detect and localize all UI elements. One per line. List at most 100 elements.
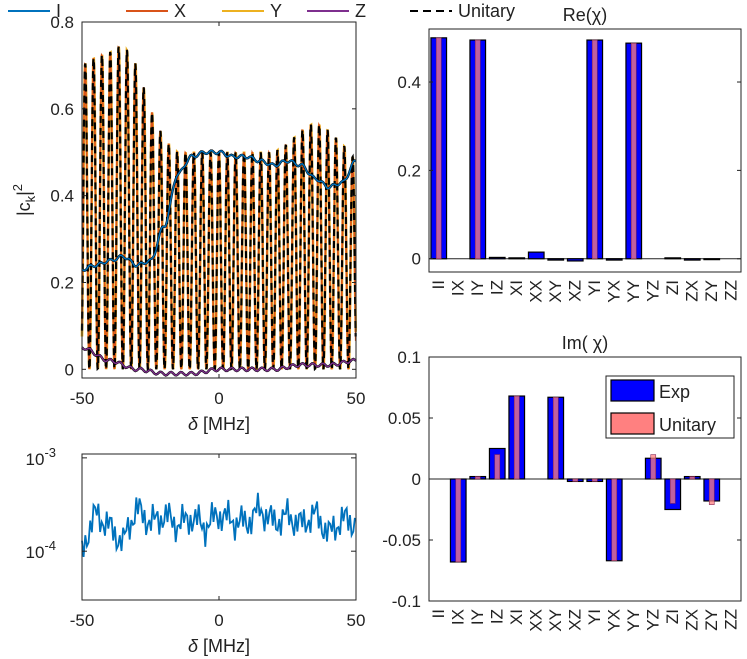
bar-exp xyxy=(508,257,526,260)
category-label: XY xyxy=(546,609,565,632)
category-label: YY xyxy=(624,280,643,303)
y-tick-label: -0.1 xyxy=(392,592,421,611)
y-tick-label: 0.1 xyxy=(397,348,421,367)
y-tick-label: 0.4 xyxy=(397,73,421,92)
y-tick-label: 10-3 xyxy=(26,445,56,469)
category-label: ZZ xyxy=(721,609,740,630)
bar-unitary xyxy=(591,478,598,482)
x-tick-label: 50 xyxy=(347,389,366,408)
x-axis-label: δ [MHz] xyxy=(188,636,250,656)
category-label: II xyxy=(429,609,448,618)
x-tick-label: 0 xyxy=(214,611,223,630)
category-label: XI xyxy=(507,280,526,296)
category-label: YZ xyxy=(643,280,662,302)
category-label: ZI xyxy=(663,280,682,295)
bar-exp xyxy=(703,258,721,261)
y-tick-label: 0.05 xyxy=(388,409,421,428)
category-label: ZY xyxy=(702,609,721,631)
category-label: ZI xyxy=(663,609,682,624)
y-tick-exp: -4 xyxy=(44,538,56,553)
im-chi-legend: Exp Unitary xyxy=(605,375,735,439)
x-axis-label-symbol: δ xyxy=(188,636,199,656)
y-axis-label-sup: 2 xyxy=(10,184,25,191)
legend-label-exp: Exp xyxy=(659,382,690,402)
category-label: II xyxy=(429,280,448,289)
re-chi-panel-title: Re(χ) xyxy=(563,5,607,25)
bar-unitary xyxy=(474,39,481,260)
bar-unitary xyxy=(708,478,715,505)
im-chi-panel: II IX IY IZ XI XX XY XZ YI YX YY YZ ZI ZX ZY ZZ 0.1 0.05 0… xyxy=(382,333,742,632)
y-tick-label: 10-4 xyxy=(26,538,56,562)
y-tick-label: 0.6 xyxy=(50,100,74,119)
y-axis-label-bar: | xyxy=(14,191,34,196)
y-tick-label: 0.4 xyxy=(50,187,74,206)
bar-unitary xyxy=(650,454,657,480)
y-tick-label: 0.8 xyxy=(50,13,74,32)
category-label: ZX xyxy=(682,609,701,631)
category-label: XZ xyxy=(565,280,584,302)
residual-line xyxy=(81,492,356,557)
y-tick-label: 0 xyxy=(65,360,74,379)
y-tick-label: 0 xyxy=(412,470,421,489)
coeffs-panel: 0 0.2 0.4 0.6 0.8 -50 0 50 δ [MHz] |ck|2 xyxy=(10,13,365,434)
legend-label: Z xyxy=(355,1,366,21)
x-axis-label: δ [MHz] xyxy=(188,414,250,434)
category-label: IZ xyxy=(487,280,506,295)
y-tick-label: 0.2 xyxy=(50,273,74,292)
category-label: XZ xyxy=(565,609,584,631)
bar-unitary xyxy=(591,39,598,260)
category-label: ZY xyxy=(702,280,721,302)
x-tick-label: 50 xyxy=(347,611,366,630)
y-tick-label: -0.05 xyxy=(382,531,421,550)
y-tick-exp: -3 xyxy=(44,445,56,460)
x-axis-label-unit: [MHz] xyxy=(198,414,250,434)
category-label: YY xyxy=(624,609,643,632)
re-chi-panel: II IX IY IZ XI XX XY XZ YI YX YY YZ ZI ZX ZY ZZ 0 0.2 0.4 R… xyxy=(397,5,742,303)
category-label: YX xyxy=(604,280,623,303)
y-tick-label: 0.2 xyxy=(397,161,421,180)
legend-label: X xyxy=(174,1,186,21)
im-chi-panel-title: Im( χ) xyxy=(562,333,608,353)
y-axis-label-sub: k xyxy=(23,195,38,202)
category-label: XY xyxy=(546,280,565,303)
category-label: ZZ xyxy=(721,280,740,301)
legend-swatch-unitary xyxy=(610,412,655,435)
x-tick-label: -50 xyxy=(70,389,95,408)
y-tick-base: 10 xyxy=(26,450,45,469)
bar-unitary xyxy=(494,454,501,480)
legend-label-unitary: Unitary xyxy=(659,415,716,435)
bar-exp xyxy=(605,258,623,261)
bar-unitary xyxy=(669,478,676,504)
category-label: XX xyxy=(526,609,545,632)
series-z-line xyxy=(81,346,357,377)
residual-panel: 10-310-4-50 0 50δ [MHz] xyxy=(26,445,366,656)
category-label: ZX xyxy=(682,280,701,302)
category-label: IY xyxy=(468,609,487,625)
category-label: XI xyxy=(507,609,526,625)
category-label: IX xyxy=(448,280,467,296)
category-label: YI xyxy=(585,280,604,296)
x-axis-label-symbol: δ xyxy=(188,414,199,434)
bar-exp xyxy=(566,258,584,262)
y-axis-label: |ck|2 xyxy=(10,184,38,216)
bar-unitary xyxy=(474,476,481,480)
y-axis-label-base: |c xyxy=(14,202,34,216)
bar-exp xyxy=(683,258,701,261)
series-i-line xyxy=(81,149,357,272)
category-label: YX xyxy=(604,609,623,632)
bar-unitary xyxy=(611,478,618,562)
bar-exp xyxy=(664,257,682,260)
x-tick-label: 0 xyxy=(214,389,223,408)
bar-unitary xyxy=(455,478,462,563)
bar-exp xyxy=(527,251,545,260)
legend-swatch-exp xyxy=(610,379,655,402)
legend-label: Y xyxy=(270,1,282,21)
bar-unitary xyxy=(572,478,579,482)
x-axis-label-unit: [MHz] xyxy=(198,636,250,656)
category-label: IX xyxy=(448,609,467,625)
bar-unitary xyxy=(552,396,559,480)
bar-unitary xyxy=(513,395,520,480)
y-tick-label: 0 xyxy=(412,250,421,269)
legend-label: Unitary xyxy=(458,1,515,21)
